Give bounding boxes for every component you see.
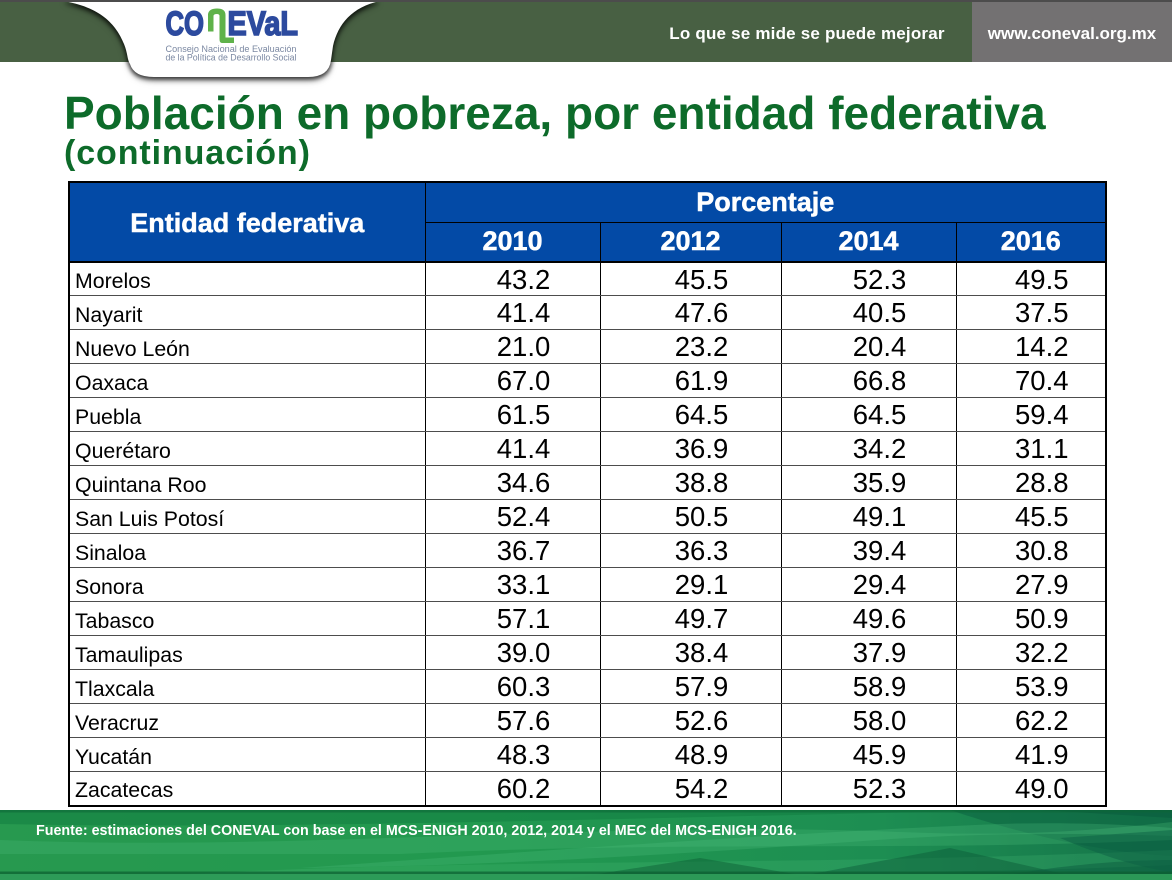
svg-text:CO: CO xyxy=(166,5,205,43)
svg-text:EVaL: EVaL xyxy=(228,5,299,43)
svg-text:Consejo Nacional de Evaluación: Consejo Nacional de Evaluación xyxy=(166,44,297,54)
svg-text:de la Política de Desarrollo S: de la Política de Desarrollo Social xyxy=(166,53,297,63)
